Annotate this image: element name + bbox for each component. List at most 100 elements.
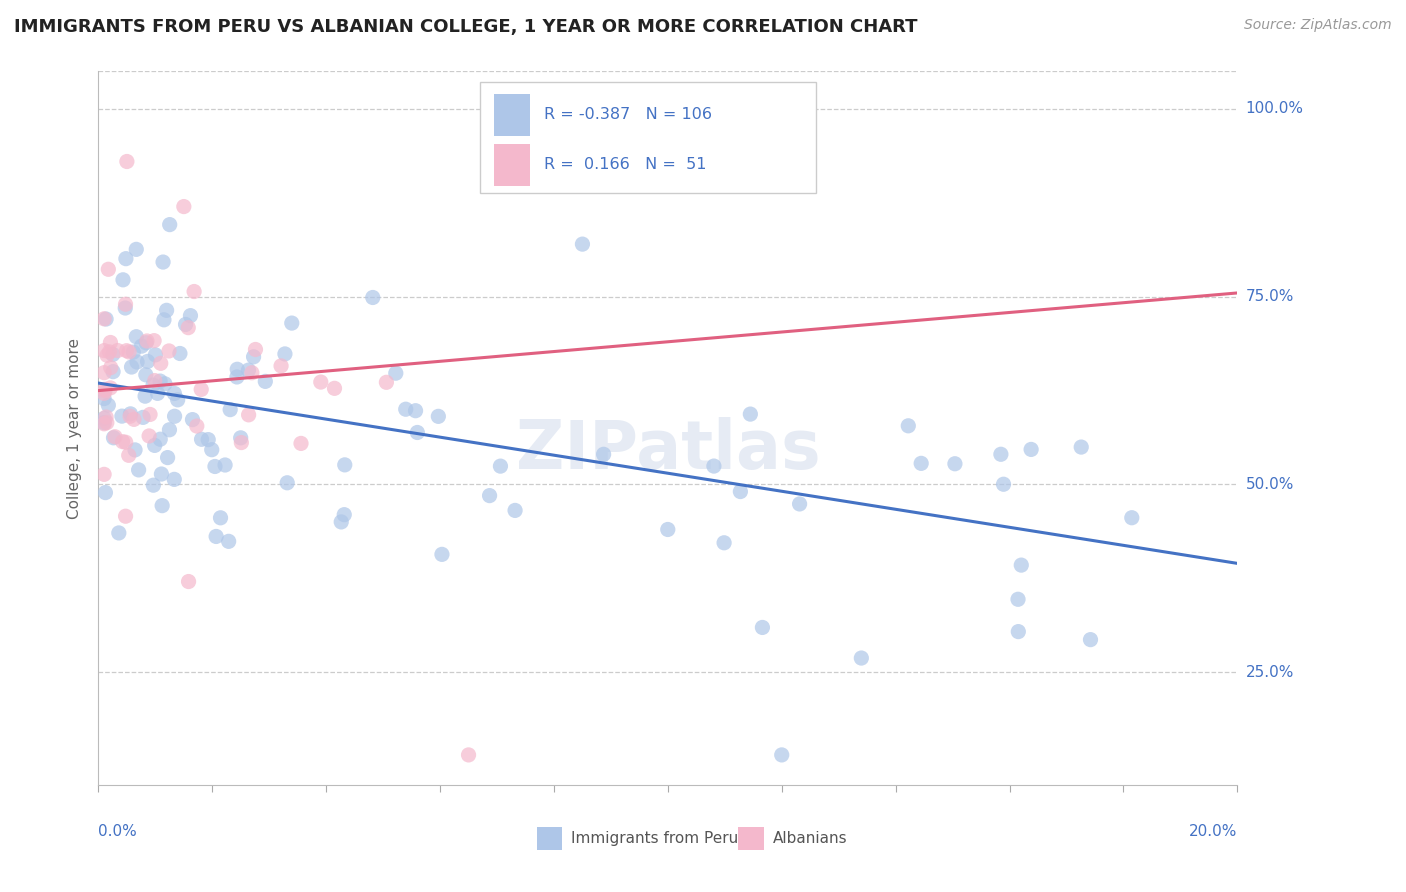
Point [159, 423, 181, 437]
Point [94, 410, 117, 425]
Text: Immigrants from Peru: Immigrants from Peru [571, 831, 738, 846]
Text: 100.0%: 100.0% [1246, 102, 1303, 117]
Text: Albanians: Albanians [773, 831, 848, 846]
Point [730, 484, 752, 499]
Point [149, 356, 172, 370]
Point [94, 384, 117, 398]
Point [128, 463, 150, 477]
Point [375, 376, 398, 390]
Point [406, 425, 429, 440]
Point [108, 525, 131, 540]
Point [134, 389, 156, 403]
Point [97, 398, 120, 412]
Point [114, 509, 136, 524]
Point [143, 374, 166, 388]
Point [740, 407, 762, 421]
Point [93, 411, 115, 425]
Point [146, 386, 169, 401]
Point [149, 432, 172, 446]
Point [124, 442, 146, 457]
Point [150, 499, 173, 513]
Point [93, 366, 115, 380]
Point [121, 359, 143, 374]
Point [98, 381, 121, 395]
Point [115, 343, 138, 358]
Point [114, 297, 136, 311]
Point [120, 407, 142, 421]
Point [657, 523, 679, 537]
Point [427, 409, 450, 424]
Point [179, 309, 201, 323]
Point [173, 200, 195, 214]
Text: 25.0%: 25.0% [1246, 665, 1294, 680]
Point [94, 382, 117, 396]
Text: ZIPatlas: ZIPatlas [516, 417, 820, 483]
Point [100, 360, 122, 375]
Point [111, 434, 134, 449]
Point [592, 447, 614, 461]
Point [138, 429, 160, 443]
Point [1007, 624, 1029, 639]
Text: 20.0%: 20.0% [1189, 824, 1237, 838]
Point [115, 252, 138, 266]
Point [242, 350, 264, 364]
Point [177, 574, 200, 589]
Point [159, 218, 181, 232]
Point [152, 255, 174, 269]
Point [118, 448, 141, 462]
Point [910, 456, 932, 470]
Point [183, 285, 205, 299]
Point [489, 459, 512, 474]
Point [142, 378, 165, 392]
Point [93, 386, 115, 401]
Point [897, 418, 920, 433]
Point [135, 335, 157, 350]
Point [93, 311, 115, 326]
Point [240, 366, 263, 380]
Point [181, 412, 204, 426]
Point [125, 329, 148, 343]
Point [94, 485, 117, 500]
Point [143, 438, 166, 452]
Point [103, 431, 125, 445]
Point [118, 345, 141, 359]
Point [136, 334, 159, 348]
Point [219, 402, 242, 417]
Point [1010, 558, 1032, 573]
Point [190, 383, 212, 397]
Point [125, 243, 148, 257]
Point [111, 273, 134, 287]
Point [218, 534, 240, 549]
Point [98, 345, 121, 359]
Point [94, 312, 117, 326]
Point [503, 503, 526, 517]
Point [163, 409, 186, 424]
Point [132, 410, 155, 425]
Text: 50.0%: 50.0% [1246, 477, 1294, 492]
Point [93, 392, 115, 406]
Text: R = -0.387   N = 106: R = -0.387 N = 106 [544, 107, 711, 122]
Point [125, 355, 148, 369]
Point [122, 345, 145, 359]
Point [190, 432, 212, 446]
Point [226, 370, 249, 384]
Point [96, 416, 118, 430]
Point [226, 362, 249, 376]
Point [163, 386, 186, 401]
Text: 0.0%: 0.0% [98, 824, 138, 838]
Point [204, 459, 226, 474]
Point [395, 402, 418, 417]
Point [163, 472, 186, 486]
FancyBboxPatch shape [738, 827, 763, 850]
Point [990, 447, 1012, 461]
Point [430, 547, 453, 561]
Point [145, 348, 167, 362]
Point [254, 375, 277, 389]
Point [157, 343, 180, 358]
Point [186, 419, 208, 434]
Point [943, 457, 966, 471]
Point [276, 475, 298, 490]
Point [274, 347, 297, 361]
Point [993, 477, 1015, 491]
Point [1121, 510, 1143, 524]
